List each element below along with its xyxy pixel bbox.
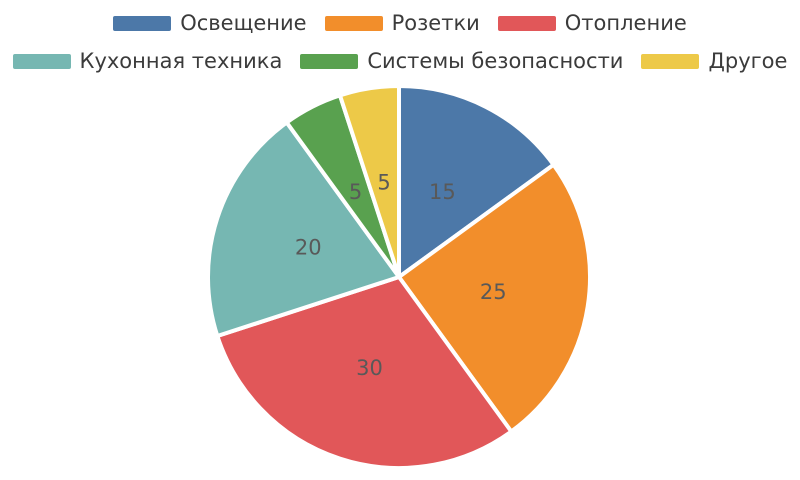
legend-item-heating: Отопление: [497, 9, 687, 38]
pie-slice-2: [215, 275, 514, 470]
legend-swatch-kitchen-appliances: [12, 54, 71, 69]
pie-slice-3: [206, 120, 401, 339]
pie-slice-0: [397, 84, 556, 279]
pie-slice-5: [337, 84, 401, 279]
legend-label-lighting: Освещение: [180, 11, 307, 35]
legend-item-other: Другое: [641, 47, 787, 76]
legend-item-security-systems: Системы безопасности: [300, 47, 623, 76]
legend-item-kitchen-appliances: Кухонная техника: [12, 47, 283, 76]
pie-label-4: 5: [349, 180, 362, 204]
legend-swatch-lighting: [113, 16, 172, 31]
pie-label-5: 5: [377, 171, 390, 195]
pie-slice-1: [397, 162, 592, 434]
legend-swatch-outlets: [324, 16, 383, 31]
legend-swatch-heating: [497, 16, 556, 31]
legend: Освещение Розетки Отопление Кухонная тех…: [0, 9, 800, 76]
legend-row-2: Кухонная техника Системы безопасности Др…: [0, 47, 800, 76]
legend-item-lighting: Освещение: [113, 9, 307, 38]
legend-item-outlets: Розетки: [324, 9, 480, 38]
legend-label-kitchen-appliances: Кухонная техника: [79, 49, 283, 73]
legend-label-security-systems: Системы безопасности: [367, 49, 624, 73]
pie-label-3: 20: [295, 236, 322, 260]
legend-label-other: Другое: [708, 49, 788, 73]
legend-swatch-security-systems: [300, 54, 359, 69]
pie-label-0: 15: [429, 180, 456, 204]
legend-label-outlets: Розетки: [391, 11, 480, 35]
pie-label-1: 25: [480, 280, 507, 304]
legend-swatch-other: [641, 54, 700, 69]
pie-label-2: 30: [356, 356, 383, 380]
legend-row-1: Освещение Розетки Отопление: [0, 9, 800, 38]
legend-label-heating: Отопление: [564, 11, 687, 35]
